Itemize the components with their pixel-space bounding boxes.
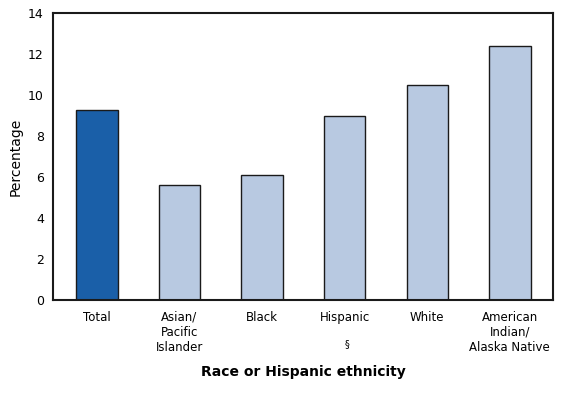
Bar (241, 175, 283, 300)
Y-axis label: Percentage: Percentage (8, 118, 23, 196)
X-axis label: Race or Hispanic ethnicity: Race or Hispanic ethnicity (201, 365, 406, 379)
Bar (159, 186, 200, 300)
Bar (489, 46, 531, 300)
Bar (407, 85, 448, 300)
Text: §: § (345, 339, 350, 349)
Bar (324, 116, 365, 300)
Bar (76, 110, 117, 300)
